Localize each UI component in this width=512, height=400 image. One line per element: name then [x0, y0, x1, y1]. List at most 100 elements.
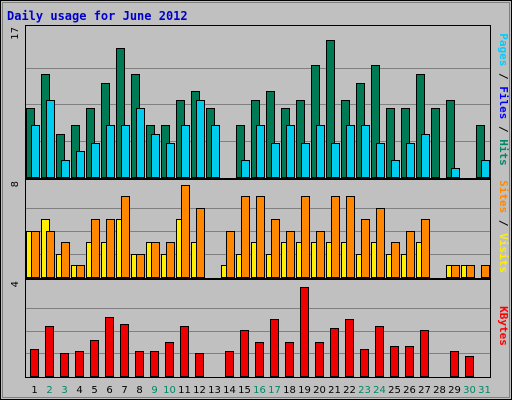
- bar-sites-day-27: [421, 219, 430, 278]
- bar-kbytes-day-14: [225, 351, 234, 377]
- bar-hits-day-15: [236, 125, 245, 178]
- day-label-14: 14: [223, 385, 236, 396]
- bar-kbytes-day-5: [90, 340, 99, 377]
- day-label-28: 28: [433, 385, 446, 396]
- bar-sites-day-25: [391, 242, 400, 278]
- bar-kbytes-day-15: [240, 330, 249, 377]
- day-label-6: 6: [106, 385, 112, 396]
- axis-label-part: Hits: [497, 139, 510, 166]
- day-label-26: 26: [403, 385, 416, 396]
- bar-sites-day-11: [181, 185, 190, 278]
- bar-kbytes-day-16: [255, 342, 264, 377]
- bar-files-day-6: [106, 125, 115, 178]
- day-label-19: 19: [298, 385, 311, 396]
- bar-files-day-31: [481, 160, 490, 178]
- day-label-9: 9: [151, 385, 157, 396]
- day-label-10: 10: [163, 385, 176, 396]
- bar-kbytes-day-3: [60, 353, 69, 377]
- day-label-5: 5: [91, 385, 97, 396]
- panel-hits-files-pages: 17 Pages / Files / Hits: [10, 25, 510, 179]
- bar-kbytes-day-4: [75, 351, 84, 377]
- bar-hits-day-28: [431, 108, 440, 178]
- day-label-1: 1: [31, 385, 37, 396]
- bar-hits-day-3: [56, 134, 65, 178]
- bar-hits-day-20: [311, 65, 320, 178]
- bar-files-day-16: [256, 125, 265, 178]
- bar-kbytes-day-21: [330, 328, 339, 377]
- bar-kbytes-day-30: [465, 356, 474, 377]
- bar-sites-day-9: [151, 242, 160, 278]
- day-label-8: 8: [136, 385, 142, 396]
- bar-kbytes-day-20: [315, 342, 324, 377]
- bar-files-day-1: [31, 125, 40, 178]
- chart-panels: 17 Pages / Files / Hits 8 Sites / Visits 4 KB…: [10, 25, 510, 378]
- day-label-13: 13: [208, 385, 221, 396]
- panel-visits-sites: 8 Sites / Visits: [10, 179, 510, 279]
- bar-sites-day-20: [316, 231, 325, 278]
- bar-hits-day-21: [326, 40, 335, 178]
- bar-sites-day-31: [481, 265, 490, 278]
- y-max-label: 8: [10, 181, 21, 187]
- bar-files-day-9: [151, 134, 160, 178]
- bar-sites-day-10: [166, 242, 175, 278]
- day-label-16: 16: [253, 385, 266, 396]
- bar-kbytes-day-11: [180, 326, 189, 377]
- bar-files-day-21: [331, 143, 340, 178]
- bar-files-day-24: [376, 143, 385, 178]
- bar-files-day-10: [166, 143, 175, 178]
- bar-hits-day-27: [416, 74, 425, 178]
- day-label-7: 7: [121, 385, 127, 396]
- bar-kbytes-day-1: [30, 349, 39, 377]
- bar-files-day-22: [346, 125, 355, 178]
- bar-files-day-3: [61, 160, 70, 178]
- bar-sites-day-19: [301, 196, 310, 278]
- axis-label-part: /: [497, 66, 510, 86]
- bar-kbytes-day-26: [405, 346, 414, 377]
- bar-sites-day-29: [451, 265, 460, 278]
- bar-files-day-27: [421, 134, 430, 178]
- bar-hits-day-17: [266, 91, 275, 178]
- day-label-21: 21: [328, 385, 341, 396]
- bar-files-day-25: [391, 160, 400, 178]
- day-label-11: 11: [178, 385, 191, 396]
- bar-files-day-20: [316, 125, 325, 178]
- day-label-30: 30: [463, 385, 476, 396]
- day-label-20: 20: [313, 385, 326, 396]
- bar-files-day-7: [121, 125, 130, 178]
- bar-sites-day-23: [361, 219, 370, 278]
- bar-files-day-12: [196, 100, 205, 178]
- bar-sites-day-6: [106, 219, 115, 278]
- bar-hits-day-19: [296, 100, 305, 178]
- axis-label-part: Pages: [497, 33, 510, 66]
- bar-files-day-2: [46, 100, 55, 178]
- day-label-24: 24: [373, 385, 386, 396]
- bar-hits-day-7: [116, 48, 125, 178]
- bar-sites-day-3: [61, 242, 70, 278]
- bar-sites-day-7: [121, 196, 130, 278]
- bar-files-day-11: [181, 125, 190, 178]
- axis-label-visits-sites: Sites / Visits: [497, 180, 510, 273]
- bar-kbytes-day-7: [120, 324, 129, 377]
- bar-sites-day-17: [271, 219, 280, 278]
- day-label-29: 29: [448, 385, 461, 396]
- day-label-3: 3: [61, 385, 67, 396]
- bar-sites-day-18: [286, 231, 295, 278]
- bar-kbytes-day-24: [375, 326, 384, 377]
- day-label-25: 25: [388, 385, 401, 396]
- day-label-12: 12: [193, 385, 206, 396]
- bar-files-day-26: [406, 143, 415, 178]
- bar-hits-day-24: [371, 65, 380, 178]
- bar-files-day-4: [76, 151, 85, 178]
- day-label-27: 27: [418, 385, 431, 396]
- axis-label-part: /: [497, 213, 510, 233]
- axis-label-hits-files-pages: Pages / Files / Hits: [497, 33, 510, 166]
- bar-kbytes-day-2: [45, 326, 54, 377]
- bar-sites-day-15: [241, 196, 250, 278]
- bar-kbytes-day-6: [105, 317, 114, 377]
- axis-label-part: Files: [497, 86, 510, 119]
- bar-hits-day-31: [476, 125, 485, 178]
- axis-label-kbytes: KBytes: [497, 306, 510, 346]
- bar-files-day-17: [271, 143, 280, 178]
